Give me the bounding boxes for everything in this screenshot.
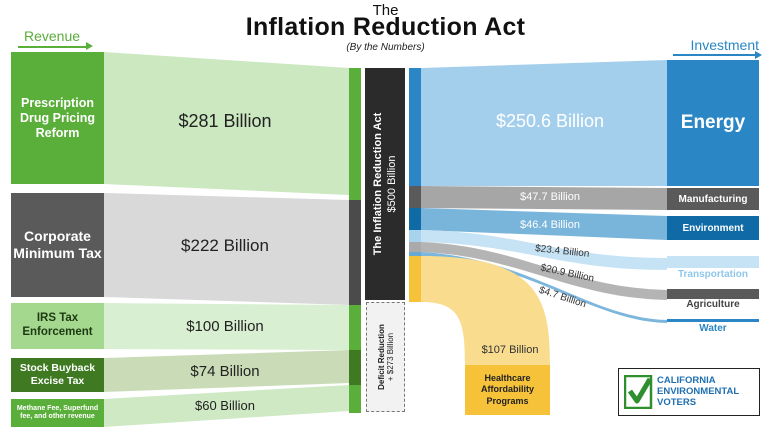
amount-manufacturing: $47.7 Billion <box>520 191 580 203</box>
logo-line3: VOTERS <box>657 396 697 408</box>
deficit-label: Deficit Reduction <box>376 324 386 390</box>
investment-underline <box>673 54 759 56</box>
revenue-box-other: Methane Fee, Superfund fee, and other re… <box>11 399 104 427</box>
flow-manufacturing <box>421 186 667 210</box>
amount-buyback: $74 Billion <box>190 363 260 380</box>
investment-label-manufacturing: Manufacturing <box>678 193 748 205</box>
investment-label-environment: Environment <box>682 222 744 234</box>
revenue-underline <box>18 46 86 48</box>
revenue-label-buyback: Stock Buyback Excise Tax <box>19 362 96 387</box>
flow-prescription <box>104 52 349 195</box>
flow-transportation <box>421 230 667 270</box>
revenue-label-prescription: Prescription Drug Pricing Reform <box>19 95 95 140</box>
amount-irs: $100 Billion <box>186 318 264 335</box>
amount-energy: $250.6 Billion <box>495 111 605 131</box>
deficit-text: Deficit Reduction + $273 Billion <box>377 324 395 390</box>
revenue-label-other: Methane Fee, Superfund fee, and other re… <box>16 404 99 420</box>
investment-header: Investment <box>667 37 762 59</box>
flow-healthcare <box>421 256 550 365</box>
act-center-bar: The Inflation Reduction Act $500 Billion <box>365 68 405 300</box>
flow-buyback <box>104 350 349 392</box>
revenue-box-irs: IRS Tax Enforcement <box>11 303 104 349</box>
title-prefix: The <box>372 2 399 19</box>
revenue-arrow-icon <box>86 42 93 50</box>
page-title: Inflation Reduction Act <box>245 13 526 41</box>
page-subtitle: (By the Numbers) <box>346 42 425 53</box>
revenue-box-corporate: Corporate Minimum Tax <box>11 193 104 297</box>
flow-corporate <box>104 193 349 305</box>
revenue-header-label: Revenue <box>24 28 81 44</box>
investment-label-transportation: Transportation <box>677 269 748 280</box>
revenue-header: Revenue <box>18 28 96 50</box>
investment-label-agriculture: Agriculture <box>686 299 740 310</box>
act-center-text: The Inflation Reduction Act $500 Billion <box>372 113 398 256</box>
revenue-label-corporate: Corporate Minimum Tax <box>13 228 102 261</box>
amount-other: $60 Billion <box>195 398 255 413</box>
logo-line2: ENVIRONMENTAL <box>657 385 740 397</box>
logo-text: CALIFORNIA ENVIRONMENTAL VOTERS <box>657 375 740 409</box>
logo-line1: CALIFORNIA <box>657 375 716 386</box>
investment-box-energy: Energy <box>667 60 759 186</box>
amount-corporate: $222 Billion <box>181 236 269 255</box>
flow-energy <box>421 60 667 186</box>
act-label: The Inflation Reduction Act <box>372 112 384 256</box>
investment-box-manufacturing: Manufacturing <box>667 188 759 210</box>
investment-spine-energy <box>409 68 421 186</box>
amount-environment: $46.4 Billion <box>520 219 580 231</box>
revenue-box-buyback: Stock Buyback Excise Tax <box>11 358 104 392</box>
investment-box-environment: Environment <box>667 216 759 240</box>
amount-healthcare: $107 Billion <box>481 344 539 356</box>
healthcare-label: Healthcare Affordability Programs <box>481 373 534 406</box>
checkmark-icon <box>624 375 653 409</box>
flow-irs <box>104 303 349 350</box>
deficit-box: Deficit Reduction + $273 Billion <box>366 302 405 412</box>
flow-environment <box>421 208 667 240</box>
investment-arrow-icon <box>755 51 762 59</box>
healthcare-box: Healthcare Affordability Programs <box>465 365 550 415</box>
investment-label-water: Water <box>699 323 727 334</box>
revenue-box-prescription: Prescription Drug Pricing Reform <box>11 52 104 184</box>
investment-header-label: Investment <box>690 37 759 53</box>
revenue-label-irs: IRS Tax Enforcement <box>22 312 93 338</box>
amount-prescription: $281 Billion <box>178 111 272 131</box>
investment-label-energy: Energy <box>680 112 746 133</box>
act-amount: $500 Billion <box>386 155 398 213</box>
deficit-amount: + $273 Billion <box>385 332 395 382</box>
flow-other <box>104 385 349 427</box>
flow-agriculture <box>421 242 667 300</box>
cev-logo: CALIFORNIA ENVIRONMENTAL VOTERS <box>618 368 760 416</box>
